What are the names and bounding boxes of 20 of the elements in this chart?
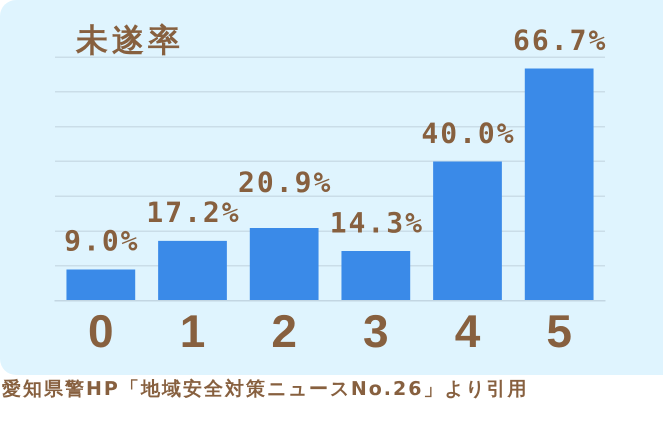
data-label: 17.2% (146, 196, 241, 230)
x-tick-label: 1 (180, 305, 206, 358)
x-tick-label: 0 (88, 305, 114, 358)
x-tick-label: 2 (271, 305, 297, 358)
data-label: 9.0% (64, 224, 140, 258)
data-label: 20.9% (238, 166, 332, 200)
bar (250, 228, 319, 300)
bar (66, 269, 136, 300)
x-tick-label: 4 (454, 305, 481, 358)
bar (158, 240, 227, 300)
bar (341, 250, 410, 300)
data-label: 66.7% (513, 24, 608, 57)
chart-title: 未遂率 (76, 21, 184, 59)
data-label: 40.0% (421, 116, 516, 150)
text: 愛知県警HP「地域安全対策ニュースNo.26」より引用 (2, 377, 528, 401)
x-tick-label: 5 (546, 305, 572, 358)
bar (524, 68, 594, 300)
bar (433, 161, 502, 300)
data-label: 14.3% (330, 206, 424, 240)
x-tick-label: 3 (363, 305, 389, 358)
